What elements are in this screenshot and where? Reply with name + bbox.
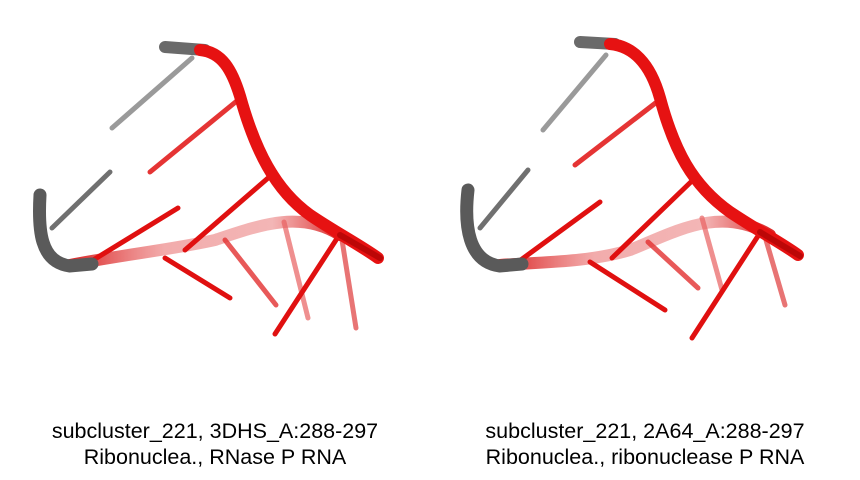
- backbone-unmatched-left: [460, 183, 529, 273]
- base-stick: [609, 175, 698, 261]
- base-stick: [540, 52, 609, 133]
- structure-panel-left: subcluster_221, 3DHS_A:288-297 Ribonucle…: [0, 41, 430, 470]
- base-stick: [182, 169, 278, 253]
- base-sticks-grey: [477, 52, 609, 231]
- backbone-front-tip: [757, 229, 803, 259]
- backbone-back-strand: [494, 215, 776, 271]
- caption-line-1: subcluster_221, 3DHS_A:288-297: [51, 419, 379, 443]
- caption-line-2: Ribonuclea., ribonuclease P RNA: [485, 445, 805, 469]
- base-stick: [763, 237, 788, 308]
- base-stick: [49, 169, 113, 231]
- base-sticks-grey: [49, 55, 195, 231]
- base-stick: [162, 255, 233, 301]
- base-stick: [109, 55, 195, 131]
- base-stick: [515, 199, 603, 265]
- base-sticks-red: [515, 95, 788, 341]
- caption-line-1: subcluster_221, 2A64_A:288-297: [485, 419, 805, 443]
- backbone-front-tip: [337, 232, 383, 261]
- rna-structure-render-left: [32, 41, 384, 337]
- base-stick: [572, 95, 665, 168]
- base-stick: [147, 97, 241, 175]
- base-stick: [689, 233, 761, 341]
- base-stick: [587, 259, 668, 313]
- caption-line-2: Ribonuclea., RNase P RNA: [83, 445, 347, 469]
- structure-caption-right: subcluster_221, 2A64_A:288-297 Ribonucle…: [430, 418, 860, 470]
- base-stick: [645, 239, 701, 291]
- base-stick: [477, 167, 531, 231]
- base-stick: [87, 205, 181, 265]
- rna-structure-render-right: [460, 36, 804, 341]
- base-stick: [339, 237, 359, 331]
- base-sticks-red: [87, 97, 359, 337]
- structure-caption-left: subcluster_221, 3DHS_A:288-297 Ribonucle…: [0, 418, 430, 470]
- base-stick: [281, 219, 311, 321]
- base-stick: [222, 237, 279, 308]
- base-stick: [272, 237, 339, 337]
- backbone-back-strand: [64, 215, 346, 271]
- structure-panel-right: subcluster_221, 2A64_A:288-297 Ribonucle…: [430, 0, 860, 480]
- backbone-unmatched-left: [32, 188, 99, 273]
- base-stick: [699, 215, 725, 293]
